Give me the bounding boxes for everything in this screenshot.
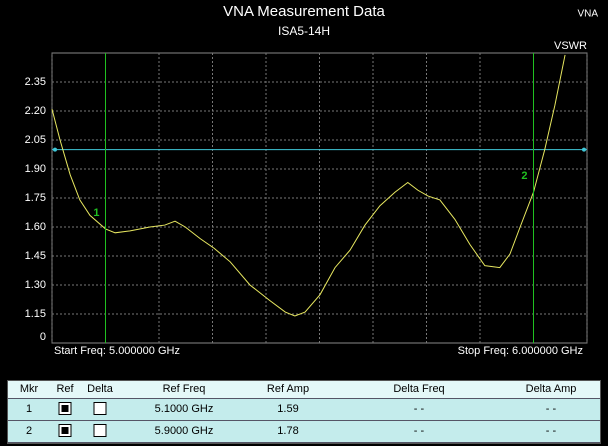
checkbox[interactable]	[93, 424, 107, 437]
column-header: Ref Freq	[162, 383, 206, 395]
table-cell: 1	[25, 403, 33, 415]
table-cell: 5.1000 GHz	[154, 403, 214, 415]
column-header: Delta Freq	[393, 383, 445, 395]
table-header: Mkr Ref Delta Ref Freq Ref Amp Delta Freq Delt…	[8, 381, 600, 399]
start-freq: Start Freq: 5.000000 GHz	[54, 345, 180, 357]
y-tick-label: 1.15	[25, 308, 46, 320]
limit-dot	[53, 147, 57, 152]
badge: VNA	[577, 9, 598, 20]
table-cell: 1.78	[277, 425, 299, 437]
column-header: Ref	[56, 383, 74, 395]
table-cell: - -	[413, 403, 425, 415]
table-cell: 2	[25, 425, 33, 437]
limit-dot	[582, 147, 586, 152]
checkbox[interactable]	[58, 402, 72, 415]
chart-title: VNA Measurement Data	[223, 3, 385, 20]
chart-subtitle: ISA5-14H	[278, 24, 330, 38]
y-tick-label: 1.60	[25, 221, 46, 233]
y-tick-label: 1.30	[25, 279, 46, 291]
column-header: Delta Amp	[525, 383, 577, 395]
table-cell: - -	[545, 403, 557, 415]
trace	[51, 54, 566, 317]
column-header: Mkr	[19, 383, 39, 395]
y-tick-label: 2.35	[25, 76, 46, 88]
y-origin-label: 0	[40, 331, 46, 343]
marker-label: 2	[521, 170, 527, 182]
y-tick-label: 2.05	[25, 134, 46, 146]
marker-label: 1	[93, 207, 99, 219]
table-cell: 5.9000 GHz	[154, 425, 214, 437]
table-cell: 1.59	[277, 403, 299, 415]
table-row: 1 5.1000 GHz 1.59 - - - -	[8, 399, 600, 421]
stop-freq: Stop Freq: 6.000000 GHz	[458, 345, 583, 357]
chart: VNA Measurement Data ISA5-14H VNA VSWR S…	[25, 3, 599, 357]
column-header: Delta	[87, 383, 113, 395]
table-cell: - -	[413, 425, 425, 437]
marker-table: Mkr Ref Delta Ref Freq Ref Amp Delta Freq Delt…	[7, 380, 601, 444]
checkbox[interactable]	[58, 424, 72, 437]
table-cell: - -	[545, 425, 557, 437]
column-header: Ref Amp	[266, 383, 310, 395]
y-tick-label: 1.90	[25, 163, 46, 175]
checkbox[interactable]	[93, 402, 107, 415]
table-row: 2 5.9000 GHz 1.78 - - - -	[8, 421, 600, 443]
y-tick-label: 1.75	[25, 192, 46, 204]
trace-label: VSWR	[554, 40, 587, 52]
y-tick-label: 1.45	[25, 250, 46, 262]
y-tick-label: 2.20	[25, 105, 46, 117]
